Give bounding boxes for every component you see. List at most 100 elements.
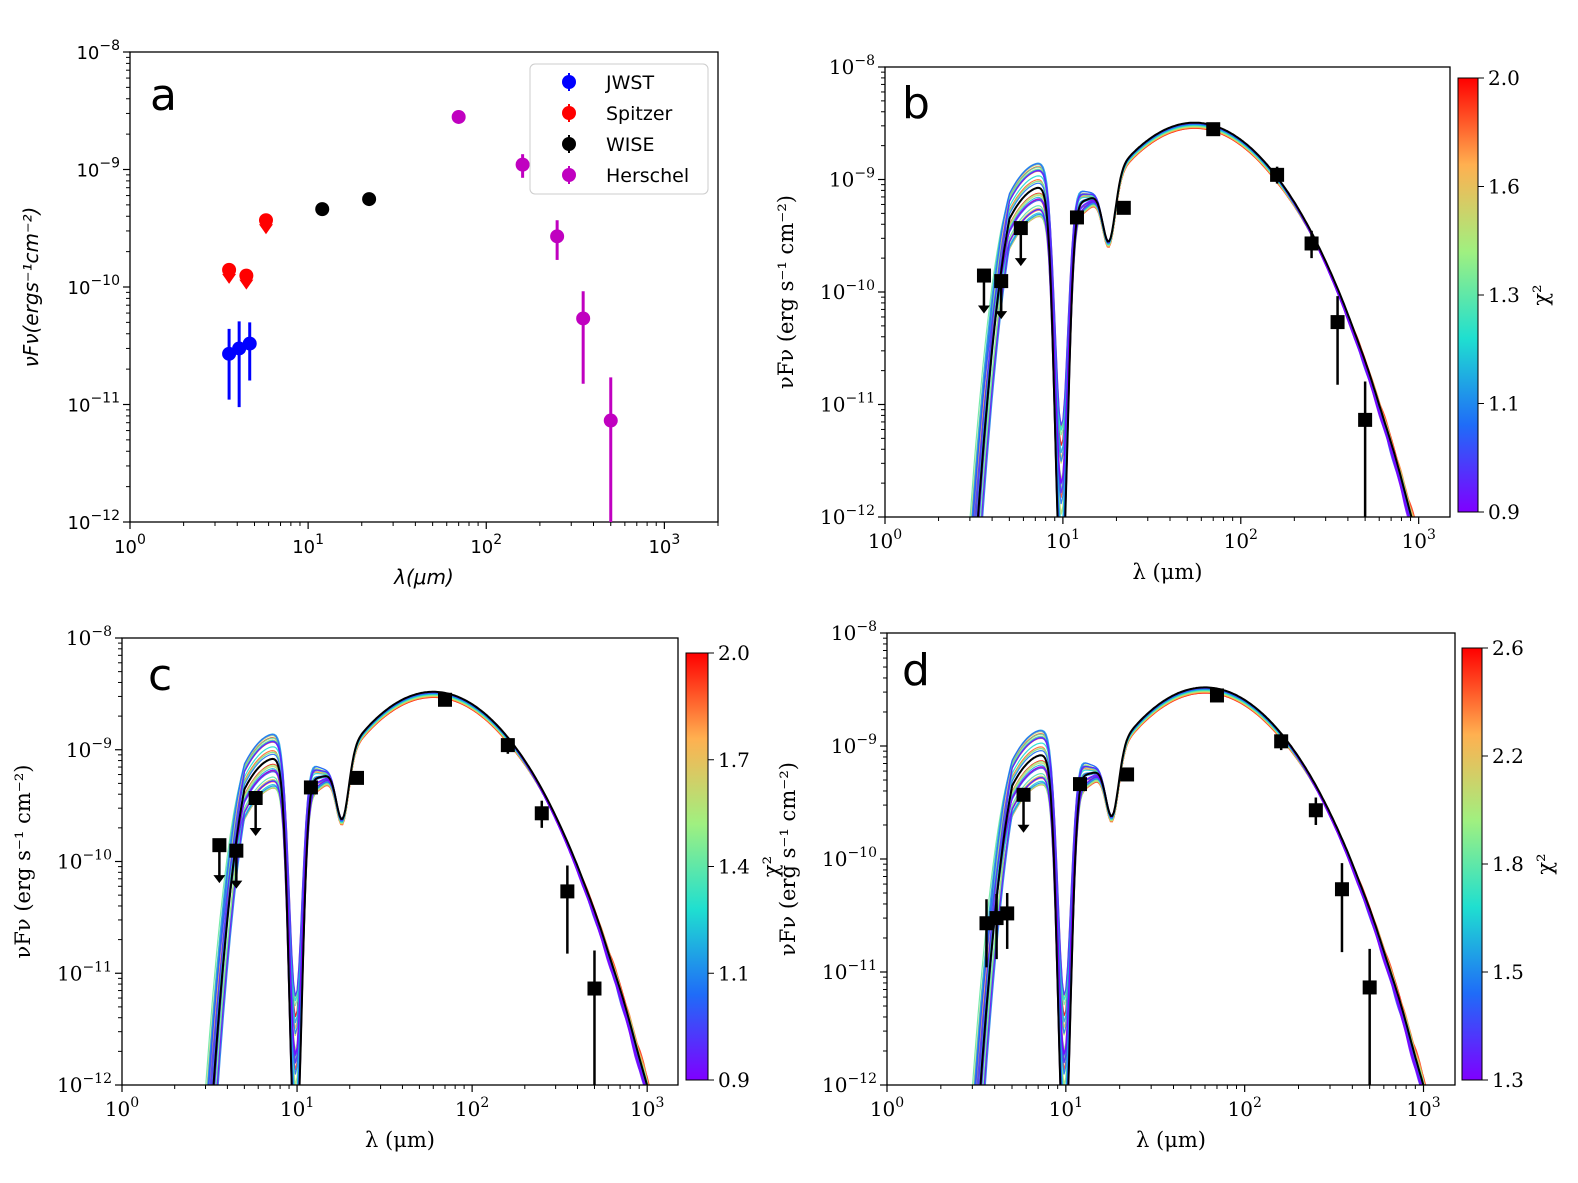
data-point [500, 738, 515, 753]
legend-frame [529, 63, 709, 195]
data-point [976, 268, 991, 283]
best-fit-sed-curve [977, 121, 1413, 517]
x-tick-label: 103 [648, 532, 680, 558]
colorbar-gradient [1457, 77, 1479, 513]
model-sed-curve [207, 696, 648, 1085]
y-tick-label: 10−10 [820, 278, 875, 304]
model-curves [969, 121, 1416, 517]
model-sed-curve [215, 693, 647, 1085]
y-tick-label: 10−10 [68, 273, 120, 299]
data-point [1358, 412, 1373, 427]
model-sed-curve [983, 689, 1423, 1085]
data-point [1334, 882, 1349, 897]
model-sed-curve [978, 689, 1422, 1085]
model-sed-curve [971, 125, 1413, 517]
y-tick-label: 10−9 [76, 156, 120, 182]
y-tick-label: 10−12 [57, 1071, 112, 1097]
colorbar-tick-label: 1.7 [718, 748, 750, 772]
data-point [1308, 803, 1323, 818]
x-tick-label: 102 [455, 1095, 489, 1121]
data-point [242, 336, 257, 351]
model-sed-curve [205, 694, 647, 1085]
model-sed-curve [212, 693, 648, 1085]
x-tick-label: 103 [1406, 1095, 1440, 1121]
legend-label: WISE [606, 134, 654, 156]
data-point [515, 157, 530, 172]
upper-limit-arrowhead [230, 880, 243, 889]
x-axis-label: λ (μm) [1133, 560, 1203, 584]
x-tick-label: 101 [1049, 1095, 1083, 1121]
model-sed-curve [974, 689, 1424, 1085]
y-axis-label: νFν (erg s⁻¹ cm⁻²) [776, 762, 800, 956]
colorbar-tick-label: 1.6 [1488, 175, 1520, 199]
legend-marker [562, 106, 576, 120]
y-tick-label: 10−9 [66, 736, 112, 762]
legend: JWST Spitzer WISE Herschel [529, 63, 709, 195]
colorbar-tick-label: 1.3 [1492, 1068, 1524, 1092]
series-jwst [222, 321, 257, 408]
data-point [232, 341, 247, 356]
y-tick-label: 10−11 [820, 391, 875, 417]
y-tick-label: 10−12 [68, 508, 120, 534]
y-axis-label: νFν(ergs⁻¹cm⁻²) [19, 207, 43, 368]
y-tick-label: 10−11 [822, 958, 877, 984]
data-point [1116, 200, 1131, 215]
data-point [1072, 777, 1087, 792]
x-axis-label: λ (μm) [365, 1128, 435, 1152]
data-point [1000, 906, 1015, 921]
model-sed-curve [971, 689, 1423, 1085]
data-point [576, 311, 591, 326]
plot-frame [884, 66, 1451, 518]
data-point [989, 911, 1004, 926]
data-point [1069, 210, 1084, 225]
x-tick-label: 101 [1046, 527, 1080, 553]
panel-b: 100 101 102 103 10−12 10−11 10−10 10−9 10−8 λ (μm… [774, 53, 1553, 584]
upper-limit-arrowhead [249, 828, 262, 837]
data-point [1016, 787, 1031, 802]
colorbar-label: χ² [1529, 284, 1553, 305]
legend-label: Spitzer [606, 103, 673, 125]
model-sed-curve [207, 694, 648, 1085]
x-tick-label: 101 [292, 532, 324, 558]
colorbar-tick-label: 1.1 [718, 961, 750, 985]
data-point [1013, 221, 1028, 236]
panel-label: a [150, 70, 177, 121]
colorbar-tick-label: 0.9 [718, 1068, 750, 1092]
data-point [1330, 315, 1345, 330]
colorbar-tick-label: 1.8 [1492, 852, 1524, 876]
observed-points [979, 688, 1377, 1085]
x-tick-label: 102 [1224, 527, 1258, 553]
model-sed-curve [981, 690, 1425, 1085]
model-sed-curve [982, 690, 1425, 1085]
x-tick-label: 100 [870, 1095, 904, 1121]
model-curves [205, 690, 650, 1085]
upper-limit-arrowhead [213, 875, 226, 884]
panel-label: c [148, 650, 172, 701]
data-point [1209, 688, 1224, 703]
colorbar-tick-label: 1.1 [1488, 392, 1520, 416]
upper-limit-arrowhead [258, 224, 273, 235]
y-tick-label: 10−8 [76, 38, 120, 64]
x-tick-label: 101 [280, 1095, 314, 1121]
series-herschel [451, 109, 618, 522]
best-fit-sed-curve [212, 690, 649, 1085]
upper-limit-arrowhead [239, 279, 254, 290]
colorbar-tick-label: 1.4 [718, 855, 750, 879]
legend-marker [562, 137, 576, 151]
observed-points [212, 692, 602, 1085]
data-point [1274, 734, 1289, 749]
data-point [1304, 236, 1319, 251]
model-sed-curve [974, 691, 1424, 1085]
colorbar-tick-label: 2.0 [1488, 66, 1520, 90]
model-sed-curve [977, 688, 1423, 1085]
colorbar-gradient [685, 652, 709, 1081]
legend-marker [562, 168, 576, 182]
colorbar-tick-label: 2.0 [718, 641, 750, 665]
y-tick-label: 10−12 [820, 503, 875, 529]
model-sed-curve [215, 694, 649, 1085]
data-point [534, 806, 549, 821]
upper-limit-arrowhead [1017, 824, 1030, 833]
x-tick-label: 100 [105, 1095, 139, 1121]
legend-label: Herschel [606, 165, 689, 187]
upper-limit-arrowhead [995, 311, 1008, 320]
